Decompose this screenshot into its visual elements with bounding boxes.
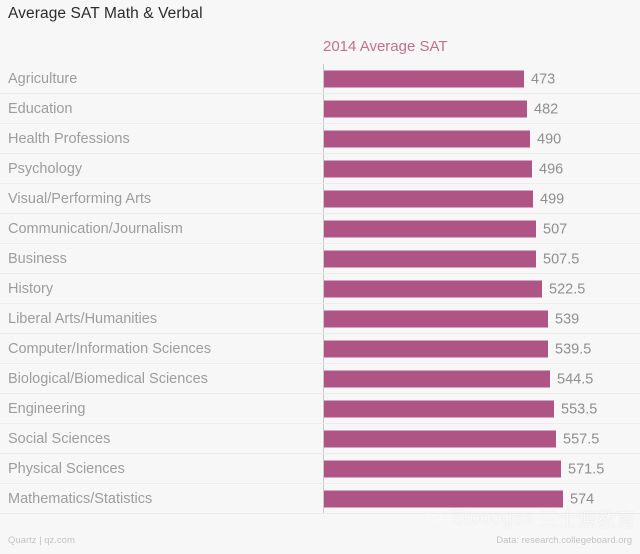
category-label: Mathematics/Statistics <box>8 491 153 507</box>
bar-value-label: 557.5 <box>563 431 600 447</box>
table-row[interactable]: Visual/Performing Arts 499 <box>0 184 640 214</box>
category-label: Social Sciences <box>8 431 111 447</box>
gridline <box>0 423 640 424</box>
bar-value-label: 507 <box>543 221 568 237</box>
bar-value-label: 539.5 <box>555 341 592 357</box>
table-row[interactable]: Health Professions 490 <box>0 124 640 154</box>
gridline <box>0 273 640 274</box>
bar-value-label: 544.5 <box>557 371 594 387</box>
bar-value-label: 574 <box>570 491 595 507</box>
gridline <box>0 303 640 304</box>
table-row[interactable]: Agriculture 473 <box>0 64 640 94</box>
bar[interactable] <box>324 70 524 88</box>
table-row[interactable]: Physical Sciences 571.5 <box>0 454 640 484</box>
table-row[interactable]: History 522.5 <box>0 274 640 304</box>
table-row[interactable]: Social Sciences 557.5 <box>0 424 640 454</box>
table-row[interactable]: Education 482 <box>0 94 640 124</box>
bar[interactable] <box>324 130 530 148</box>
gridline <box>0 183 640 184</box>
bar-group: 507 <box>324 220 568 238</box>
bar[interactable] <box>324 100 527 118</box>
gridline <box>0 513 640 514</box>
gridline <box>0 363 640 364</box>
bar-group: 557.5 <box>324 430 600 448</box>
gridline <box>0 213 640 214</box>
bar-group: 539.5 <box>324 340 592 358</box>
table-row[interactable]: Communication/Journalism 507 <box>0 214 640 244</box>
bar-group: 490 <box>324 130 562 148</box>
bar-value-label: 539 <box>555 311 580 327</box>
gridline <box>0 393 640 394</box>
category-label: Visual/Performing Arts <box>8 191 152 207</box>
bar-group: 507.5 <box>324 250 580 268</box>
bar-value-label: 499 <box>540 191 565 207</box>
category-label: Psychology <box>8 161 83 177</box>
bar[interactable] <box>324 340 548 358</box>
table-row[interactable]: Mathematics/Statistics 574 <box>0 484 640 514</box>
bar[interactable] <box>324 400 554 418</box>
gridline <box>0 153 640 154</box>
bar-value-label: 522.5 <box>549 281 586 297</box>
bar-value-label: 496 <box>539 161 564 177</box>
table-row[interactable]: Liberal Arts/Humanities 539 <box>0 304 640 334</box>
category-label: Engineering <box>8 401 86 417</box>
chart-legend-label: 2014 Average SAT <box>323 38 448 55</box>
bar-group: 574 <box>324 490 595 508</box>
bar[interactable] <box>324 220 536 238</box>
bar-value-label: 482 <box>534 101 559 117</box>
credit-label: Quartz | qz.com <box>8 535 75 546</box>
gridline <box>0 483 640 484</box>
table-row[interactable]: Psychology 496 <box>0 154 640 184</box>
category-label: Physical Sciences <box>8 461 125 477</box>
bar-group: 499 <box>324 190 565 208</box>
bar-value-label: 473 <box>531 71 556 87</box>
category-label: Computer/Information Sciences <box>8 341 212 357</box>
bar[interactable] <box>324 370 550 388</box>
bar-group: 482 <box>324 100 559 118</box>
bar-group: 544.5 <box>324 370 594 388</box>
bar-value-label: 507.5 <box>543 251 580 267</box>
bar-rows: Agriculture 473 Education 482 Health Pro… <box>0 64 640 514</box>
plot-area: Agriculture 473 Education 482 Health Pro… <box>0 64 640 514</box>
source-label: Data: research.collegeboard.org <box>496 535 632 546</box>
table-row[interactable]: Biological/Biomedical Sciences 544.5 <box>0 364 640 394</box>
bar-value-label: 553.5 <box>561 401 598 417</box>
category-label: Health Professions <box>8 131 130 147</box>
bar-value-label: 490 <box>537 131 562 147</box>
category-label: History <box>8 281 54 297</box>
chart-title: Average SAT Math & Verbal <box>8 5 203 22</box>
bar-value-label: 571.5 <box>568 461 605 477</box>
bar[interactable] <box>324 160 532 178</box>
table-row[interactable]: Computer/Information Sciences 539.5 <box>0 334 640 364</box>
category-label: Communication/Journalism <box>8 221 183 237</box>
bar-group: 553.5 <box>324 400 598 418</box>
bar-group: 539 <box>324 310 580 328</box>
gridline <box>0 453 640 454</box>
table-row[interactable]: Business 507.5 <box>0 244 640 274</box>
category-label: Biological/Biomedical Sciences <box>8 371 208 387</box>
bar[interactable] <box>324 460 561 478</box>
bar[interactable] <box>324 280 542 298</box>
table-row[interactable]: Engineering 553.5 <box>0 394 640 424</box>
category-label: Education <box>8 101 73 117</box>
bar[interactable] <box>324 310 548 328</box>
gridline <box>0 243 640 244</box>
category-label: Liberal Arts/Humanities <box>8 311 158 327</box>
bar[interactable] <box>324 190 533 208</box>
bar-group: 473 <box>324 70 556 88</box>
y-axis-line <box>323 64 324 514</box>
category-label: Business <box>8 251 67 267</box>
bar[interactable] <box>324 490 563 508</box>
bar-group: 522.5 <box>324 280 586 298</box>
bar[interactable] <box>324 430 556 448</box>
bar[interactable] <box>324 250 536 268</box>
gridline <box>0 93 640 94</box>
gridline <box>0 123 640 124</box>
bar-group: 571.5 <box>324 460 605 478</box>
gridline <box>0 333 640 334</box>
category-label: Agriculture <box>8 71 78 87</box>
bar-group: 496 <box>324 160 564 178</box>
